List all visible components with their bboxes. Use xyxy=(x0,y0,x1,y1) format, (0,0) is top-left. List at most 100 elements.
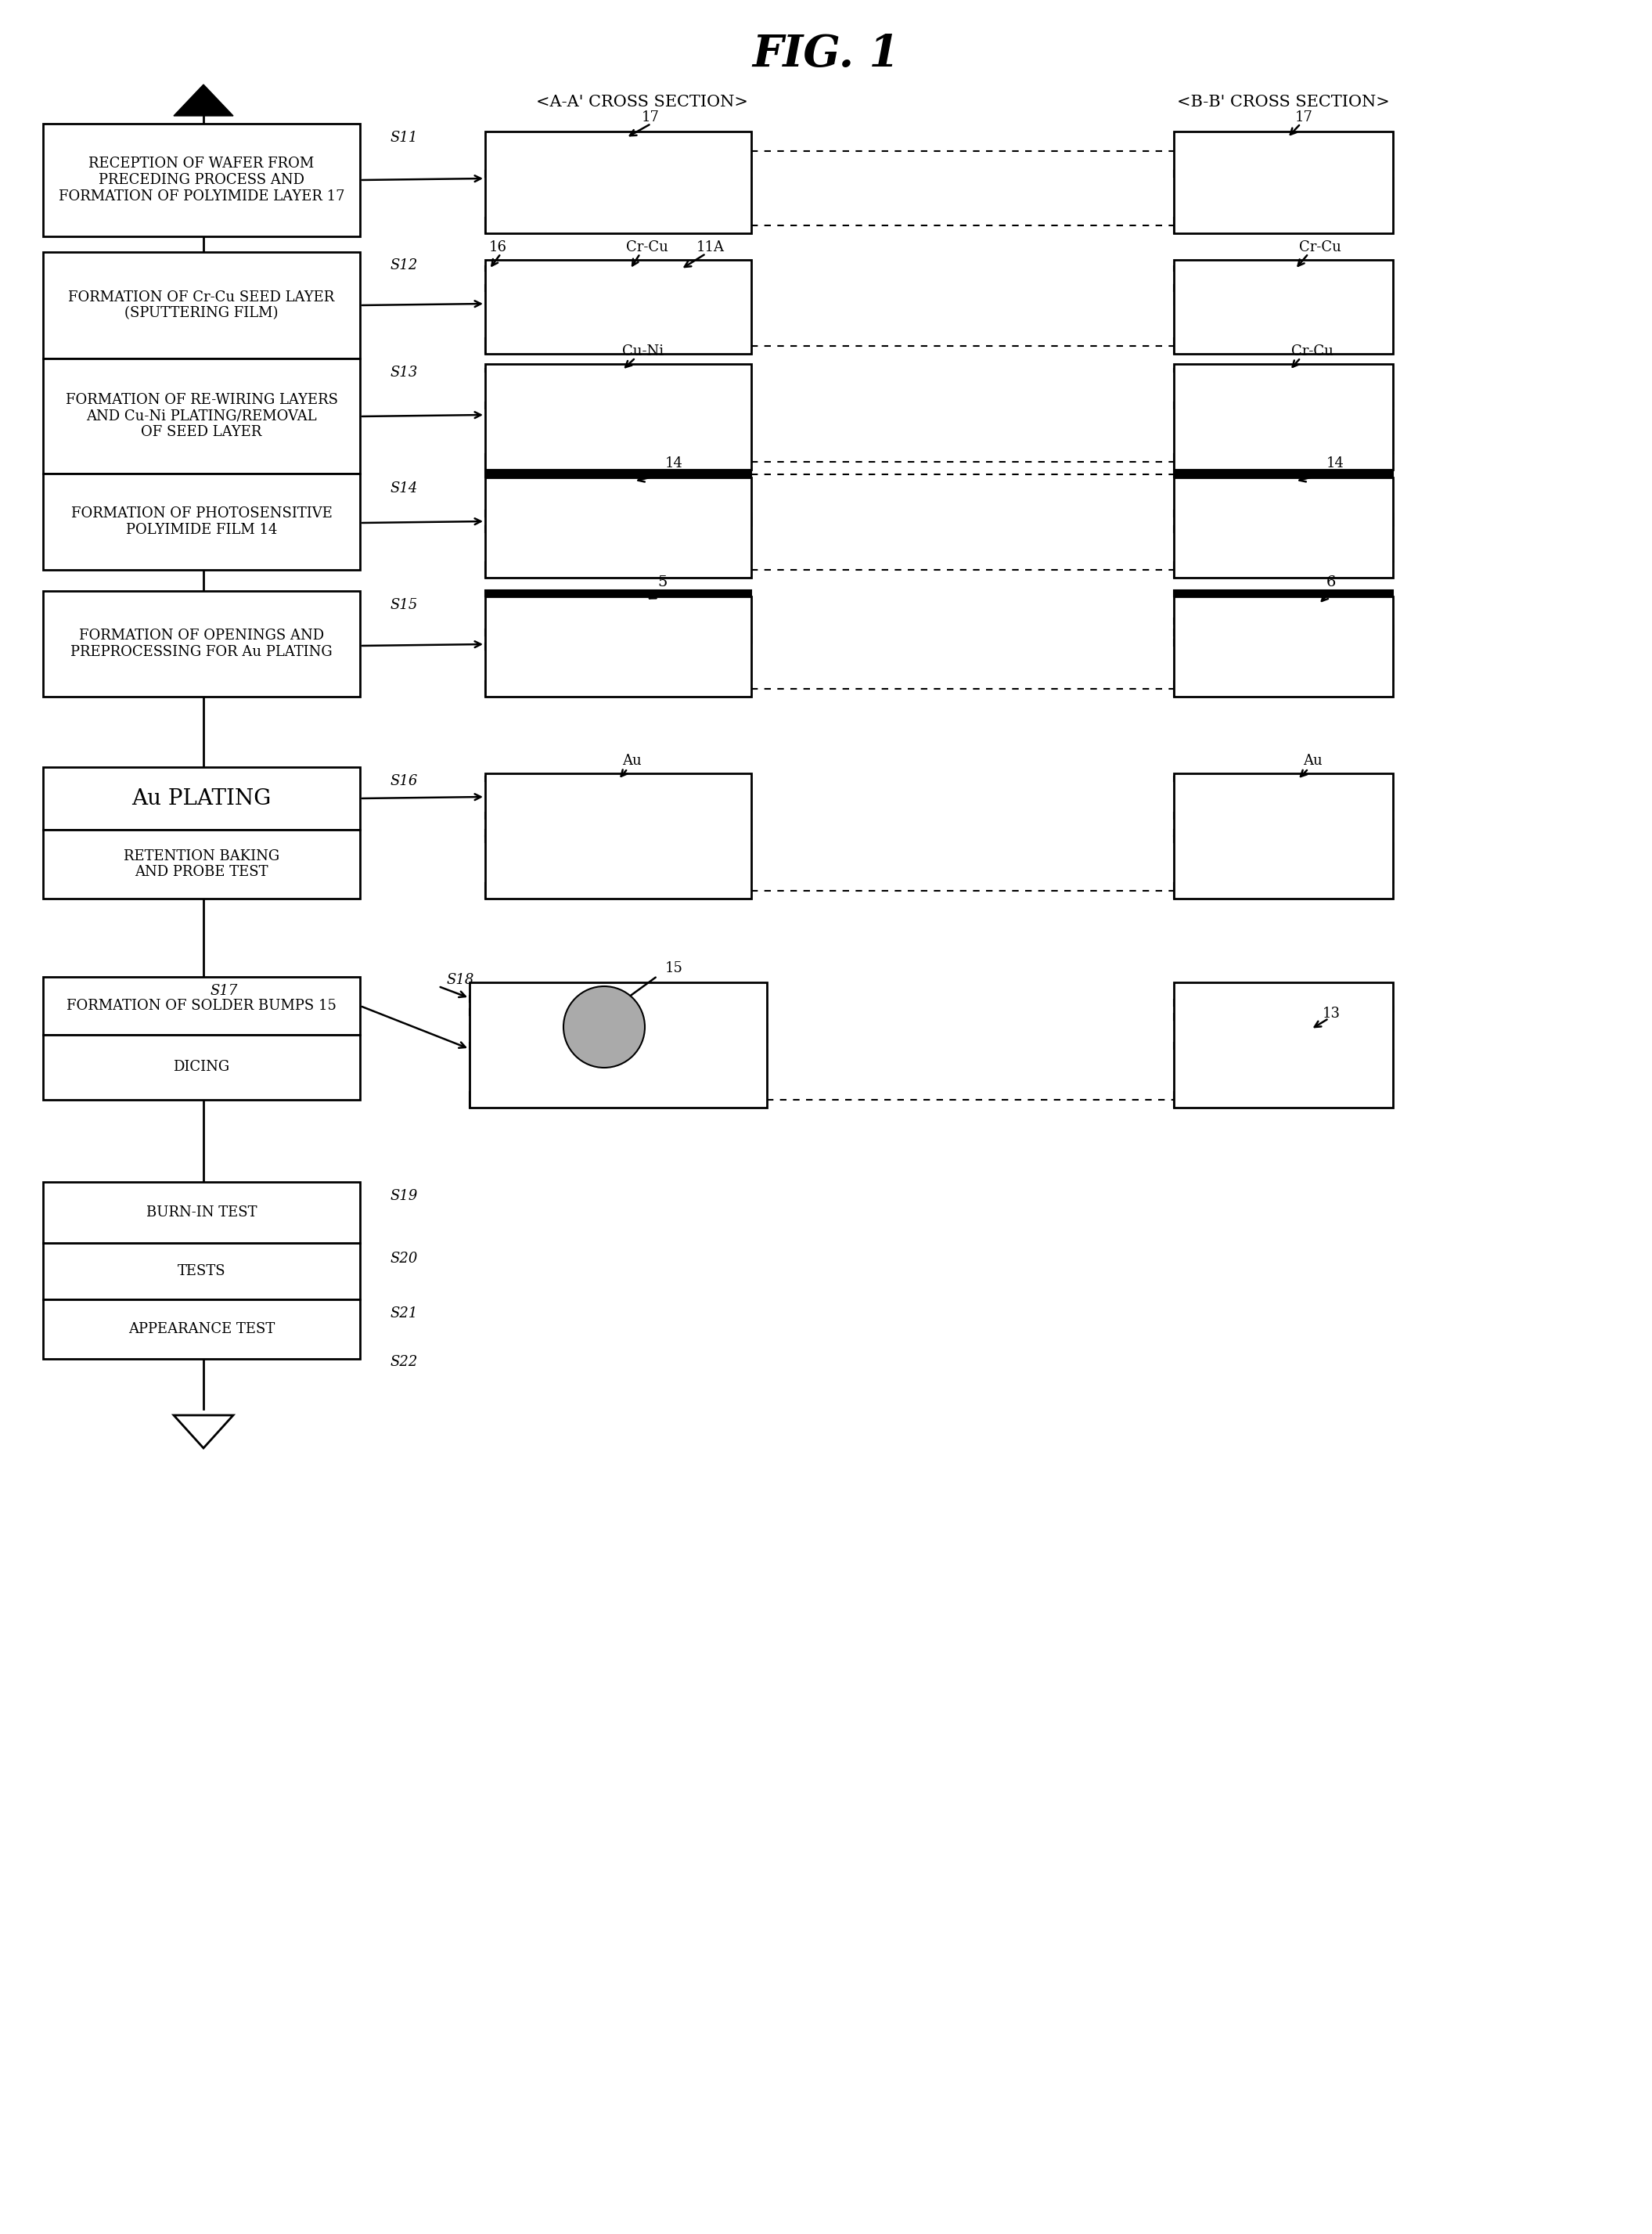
Bar xyxy=(1229,380,1358,409)
Text: <B-B' CROSS SECTION>: <B-B' CROSS SECTION> xyxy=(1178,94,1389,109)
Bar xyxy=(1175,590,1393,596)
Text: S15: S15 xyxy=(390,599,418,612)
Circle shape xyxy=(563,985,644,1068)
Bar xyxy=(1175,371,1229,407)
Text: 17: 17 xyxy=(641,109,659,125)
Text: S19: S19 xyxy=(390,1188,418,1204)
Bar xyxy=(1175,681,1393,697)
Bar xyxy=(1175,813,1393,820)
Bar xyxy=(43,1182,360,1242)
Bar xyxy=(469,1001,767,1010)
Bar xyxy=(1175,829,1393,836)
Bar xyxy=(486,454,752,469)
Bar xyxy=(700,512,752,525)
Text: 13: 13 xyxy=(1323,1008,1340,1021)
Bar xyxy=(486,478,752,579)
Bar xyxy=(1175,983,1393,1108)
Bar xyxy=(1175,369,1393,371)
Bar xyxy=(1175,266,1393,270)
Bar xyxy=(1175,512,1229,525)
Text: FORMATION OF SOLDER BUMPS 15: FORMATION OF SOLDER BUMPS 15 xyxy=(66,999,337,1012)
Bar xyxy=(486,290,752,337)
Bar xyxy=(486,217,752,232)
Bar xyxy=(486,337,752,353)
Bar xyxy=(1222,277,1360,306)
Text: S13: S13 xyxy=(390,366,418,380)
Bar xyxy=(1175,478,1393,579)
Bar xyxy=(43,1300,360,1358)
Bar xyxy=(1175,782,1256,811)
Bar xyxy=(469,1010,767,1014)
Text: RETENTION BAKING
AND PROBE TEST: RETENTION BAKING AND PROBE TEST xyxy=(124,849,279,880)
Bar xyxy=(486,637,752,681)
Bar xyxy=(486,170,752,176)
Bar xyxy=(486,842,752,882)
Bar xyxy=(1175,639,1393,646)
Text: 16: 16 xyxy=(489,241,507,255)
Text: Au PLATING: Au PLATING xyxy=(132,789,271,809)
Bar xyxy=(1175,364,1393,469)
Text: S21: S21 xyxy=(390,1307,418,1320)
Bar xyxy=(43,1034,360,1099)
Bar xyxy=(1175,1014,1393,1021)
Bar xyxy=(1175,259,1393,353)
Bar xyxy=(1175,132,1393,170)
Text: S16: S16 xyxy=(390,775,418,789)
Bar xyxy=(545,277,707,306)
Bar xyxy=(1310,596,1393,639)
Bar xyxy=(1222,270,1360,277)
Bar xyxy=(43,252,360,357)
Text: S18: S18 xyxy=(446,974,474,987)
Bar xyxy=(591,775,646,786)
Bar xyxy=(43,766,360,829)
Bar xyxy=(486,773,752,898)
Text: FORMATION OF OPENINGS AND
PREPROCESSING FOR Au PLATING: FORMATION OF OPENINGS AND PREPROCESSING … xyxy=(71,628,332,659)
Bar xyxy=(486,590,752,596)
Bar xyxy=(1175,217,1393,232)
Bar xyxy=(43,592,360,697)
Bar xyxy=(646,782,752,811)
Bar xyxy=(552,512,700,525)
Bar xyxy=(595,170,641,172)
Bar xyxy=(486,836,752,842)
Polygon shape xyxy=(173,1414,233,1448)
Bar xyxy=(1175,777,1393,782)
Bar xyxy=(552,623,700,634)
Bar xyxy=(1175,1005,1393,1012)
Bar xyxy=(1175,630,1393,637)
Bar xyxy=(1175,509,1393,516)
Bar xyxy=(469,1023,544,1043)
Bar xyxy=(1229,512,1355,525)
Bar xyxy=(1175,516,1393,563)
Bar xyxy=(1175,619,1393,623)
Bar xyxy=(1175,623,1393,639)
Text: 5: 5 xyxy=(657,576,667,590)
Bar xyxy=(1175,402,1393,409)
Bar xyxy=(1175,842,1393,882)
Bar xyxy=(43,474,360,570)
Bar xyxy=(1358,380,1393,407)
Text: Cu-Ni: Cu-Ni xyxy=(623,344,664,357)
Bar xyxy=(552,371,704,380)
Bar xyxy=(486,512,552,525)
Text: Cr-Cu: Cr-Cu xyxy=(1292,344,1333,357)
Text: 17: 17 xyxy=(1295,109,1313,125)
Bar xyxy=(1175,836,1393,842)
Bar xyxy=(469,1092,767,1108)
Bar xyxy=(1175,270,1222,306)
Bar xyxy=(1175,596,1393,697)
Bar xyxy=(1175,454,1393,469)
Text: S12: S12 xyxy=(390,259,418,273)
Bar xyxy=(1175,773,1393,898)
Text: TESTS: TESTS xyxy=(177,1264,226,1278)
Bar xyxy=(704,380,752,407)
Bar xyxy=(486,478,752,525)
Text: S11: S11 xyxy=(390,132,418,145)
Bar xyxy=(595,154,641,172)
Bar xyxy=(486,270,545,306)
Text: BURN-IN TEST: BURN-IN TEST xyxy=(145,1206,256,1220)
Bar xyxy=(469,1050,767,1092)
Bar xyxy=(43,976,360,1034)
Bar xyxy=(1260,1030,1307,1039)
Bar xyxy=(486,596,752,697)
